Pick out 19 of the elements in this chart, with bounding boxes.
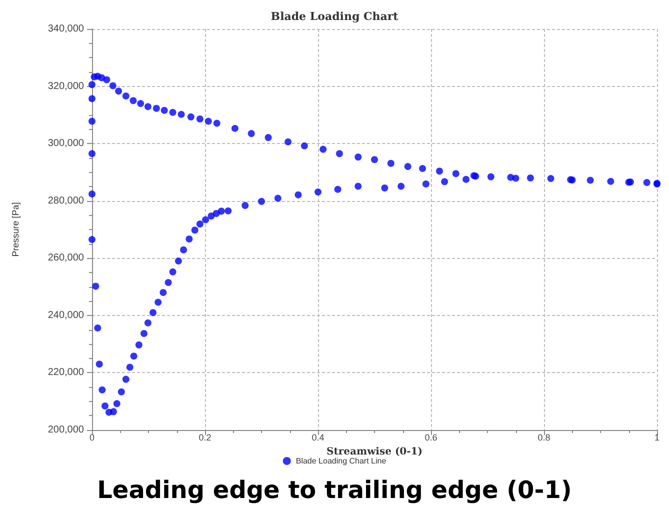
y-tick-label: 300,000 bbox=[48, 138, 84, 150]
y-tick-label: 280,000 bbox=[48, 195, 84, 206]
x-axis-title: Streamwise (0-1) bbox=[326, 446, 422, 458]
x-tick-label: 0.8 bbox=[538, 432, 550, 442]
x-tick-label: 0.4 bbox=[312, 432, 324, 442]
y-tick-label: 240,000 bbox=[48, 310, 84, 321]
y-tick-label: 260,000 bbox=[48, 252, 84, 264]
text: Leading edge to trailing edge (0-1) bbox=[97, 476, 572, 504]
y-tick-label: 200,000 bbox=[48, 424, 84, 436]
legend-label: Blade Loading Chart Line bbox=[296, 456, 387, 466]
y-tick-label: 320,000 bbox=[48, 80, 84, 92]
y-tick-label: 220,000 bbox=[48, 367, 84, 378]
y-tick-label: 340,000 bbox=[48, 24, 84, 34]
x-tick-label: 1 bbox=[654, 432, 660, 442]
y-axis-title: Pressure [Pa] bbox=[10, 202, 20, 257]
x-tick-label: 0 bbox=[89, 432, 95, 442]
x-tick-label: 0.6 bbox=[424, 432, 438, 442]
x-tick-label: 0.2 bbox=[198, 432, 212, 442]
chart-title: Blade Loading Chart bbox=[270, 10, 400, 23]
